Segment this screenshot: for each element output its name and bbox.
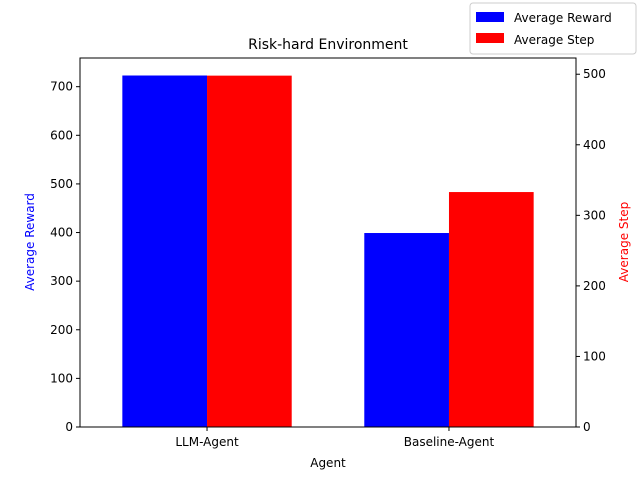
x-axis-label: Agent <box>310 456 346 470</box>
left-y-tick-label-500: 500 <box>50 177 73 191</box>
right-y-tick-label-400: 400 <box>583 138 606 152</box>
right-y-axis-label: Average Step <box>617 202 631 282</box>
legend-swatch-average-step <box>476 33 504 43</box>
right-y-tick-label-300: 300 <box>583 208 606 222</box>
left-y-tick-label-600: 600 <box>50 128 73 142</box>
left-y-axis: 0 100 200 300 400 500 600 700 <box>50 80 80 434</box>
left-y-tick-label-700: 700 <box>50 80 73 94</box>
left-y-tick-label-200: 200 <box>50 323 73 337</box>
left-y-tick-label-100: 100 <box>50 371 73 385</box>
bar-average-step-baseline-agent <box>448 192 534 427</box>
x-axis: LLM-Agent Baseline-Agent <box>175 427 494 449</box>
legend-box <box>469 2 637 55</box>
left-y-tick-label-0: 0 <box>65 420 73 434</box>
left-y-axis-label: Average Reward <box>23 193 37 291</box>
bar-average-reward-llm-agent <box>122 75 208 427</box>
bar-average-reward-baseline-agent <box>364 233 449 427</box>
right-y-tick-label-0: 0 <box>583 420 591 434</box>
legend-label-average-reward: Average Reward <box>514 11 612 25</box>
right-y-tick-label-200: 200 <box>583 279 606 293</box>
plot-frame <box>79 57 577 428</box>
legend-label-average-step: Average Step <box>514 33 594 47</box>
x-tick-label-baseline-agent: Baseline-Agent <box>404 435 495 449</box>
bar-average-step-llm-agent <box>207 75 292 428</box>
right-y-axis: 0 100 200 300 400 500 <box>576 67 606 434</box>
right-y-tick-label-100: 100 <box>583 349 606 363</box>
left-y-tick-label-300: 300 <box>50 274 73 288</box>
legend: Average Reward Average Step <box>469 2 637 55</box>
chart-title: Risk-hard Environment <box>248 37 408 53</box>
x-tick-label-llm-agent: LLM-Agent <box>175 435 239 449</box>
left-y-tick-label-400: 400 <box>50 226 73 240</box>
right-y-tick-label-500: 500 <box>583 67 606 81</box>
legend-swatch-average-reward <box>476 12 504 22</box>
